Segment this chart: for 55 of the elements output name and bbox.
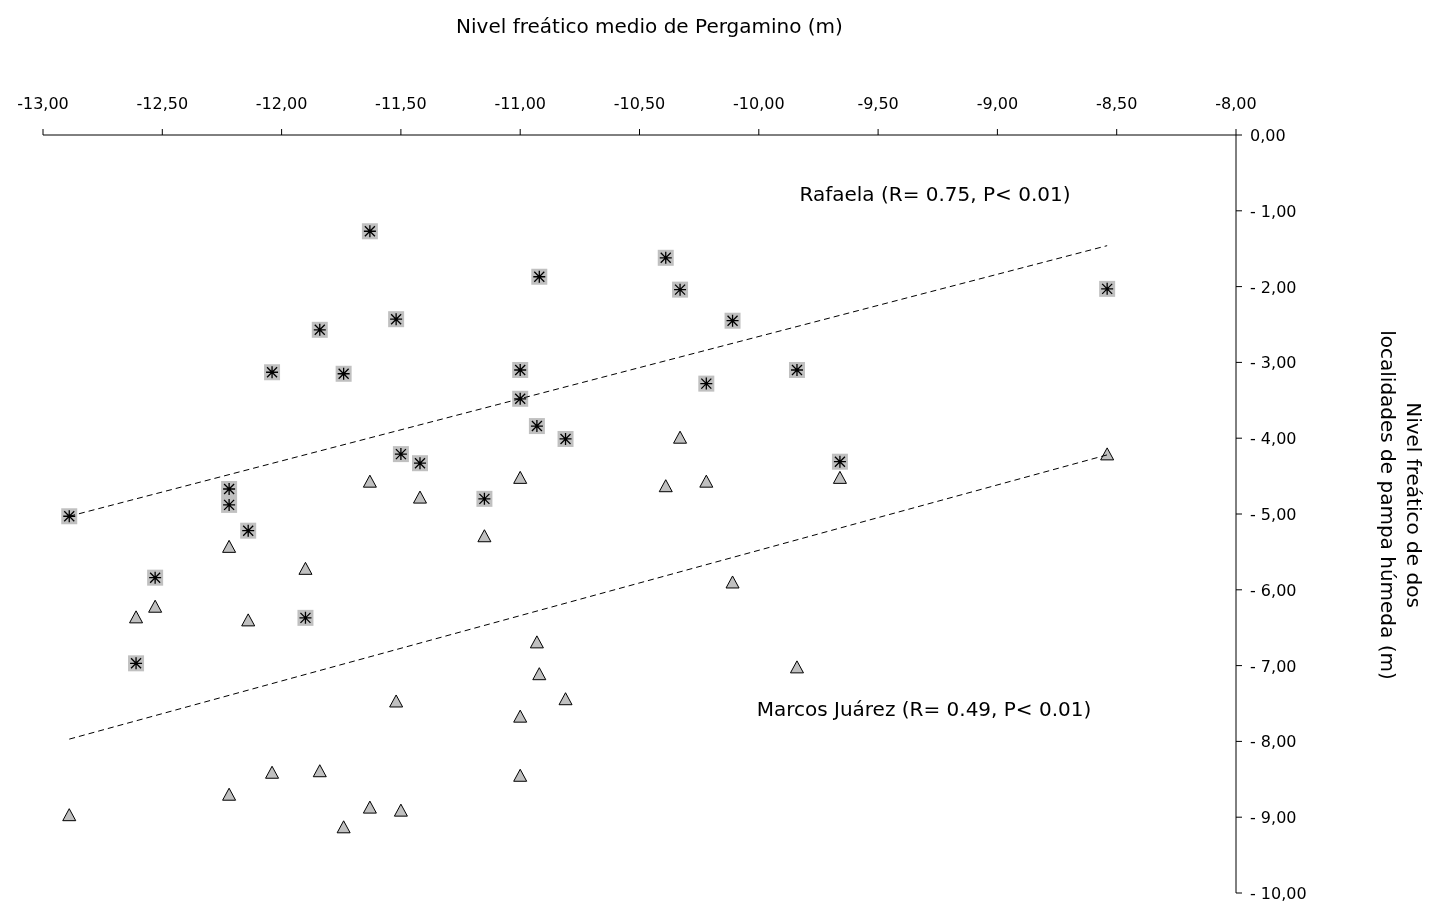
point: [129, 610, 144, 624]
point: [558, 692, 573, 706]
x-tick-label: -9,00: [976, 94, 1019, 113]
annotation: Marcos Juárez (R= 0.49, P< 0.01): [756, 697, 1092, 721]
y-tick-label: 0,00: [1250, 126, 1286, 145]
point: [1100, 447, 1115, 461]
x-tick-label: -8,50: [1096, 94, 1138, 113]
point: [513, 470, 528, 484]
point: [658, 479, 673, 493]
y-tick-label: - 4,00: [1250, 429, 1297, 449]
point: [222, 787, 237, 801]
point: [241, 613, 256, 627]
point: [362, 474, 377, 488]
y-tick-label: - 7,00: [1250, 656, 1297, 676]
point: [529, 635, 544, 649]
point: [832, 470, 847, 484]
x-tick-label: -12,00: [255, 94, 308, 113]
y-tick-label: - 10,00: [1250, 884, 1307, 903]
point: [393, 803, 408, 817]
point: [412, 490, 427, 504]
y-tick-label: - 6,00: [1250, 580, 1297, 600]
x-tick-label: -10,50: [613, 94, 666, 113]
x-axis-title: Nivel freático medio de Pergamino (m): [456, 14, 843, 38]
x-tick-label: -13,00: [17, 94, 69, 113]
point: [265, 765, 280, 779]
point: [148, 599, 163, 613]
point: [336, 820, 351, 834]
point: [389, 694, 404, 708]
point: [699, 474, 714, 488]
point: [362, 800, 377, 814]
y-tick-label: - 9,00: [1250, 808, 1297, 828]
point: [513, 709, 528, 723]
x-tick-label: -12,50: [136, 94, 189, 113]
y-tick-label: - 2,00: [1250, 277, 1297, 297]
x-tick-label: -9,50: [857, 94, 899, 113]
y-tick-label: - 1,00: [1250, 201, 1297, 221]
x-tick-label: -11,00: [494, 94, 546, 113]
y-tick-label: - 8,00: [1250, 732, 1297, 752]
y-axis-title: Nivel freático de dos localidades de pampa húmeda (m): [1376, 330, 1426, 680]
point: [789, 660, 804, 674]
point: [673, 430, 688, 444]
annotation: Rafaela (R= 0.75, P< 0.01): [799, 182, 1071, 206]
x-tick-label: -8,00: [1215, 94, 1257, 113]
y-tick-label: - 3,00: [1250, 353, 1297, 373]
point: [222, 539, 237, 553]
point: [725, 575, 740, 589]
point: [62, 808, 77, 822]
x-tick-label: -11,50: [375, 94, 427, 113]
point: [477, 529, 492, 543]
y-tick-label: - 5,00: [1250, 505, 1297, 524]
point: [312, 764, 327, 778]
point: [298, 561, 313, 575]
point: [532, 667, 547, 681]
point: [513, 768, 528, 782]
x-tick-label: -10,00: [733, 94, 785, 113]
